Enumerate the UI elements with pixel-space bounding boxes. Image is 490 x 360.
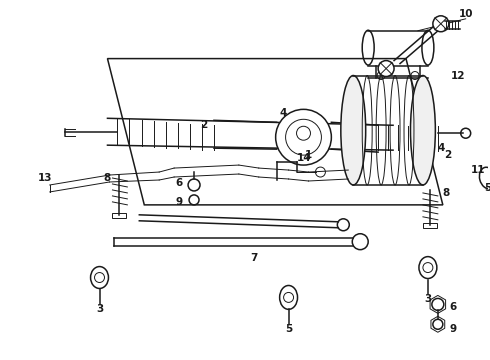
Text: 6: 6 bbox=[175, 178, 183, 188]
Text: 2: 2 bbox=[200, 120, 208, 130]
Text: 9: 9 bbox=[449, 324, 456, 334]
Ellipse shape bbox=[280, 285, 297, 309]
Text: 12: 12 bbox=[450, 71, 465, 81]
Text: 5: 5 bbox=[285, 324, 292, 334]
Text: 6: 6 bbox=[449, 302, 456, 312]
Circle shape bbox=[378, 60, 394, 77]
Ellipse shape bbox=[341, 76, 366, 185]
Text: 2: 2 bbox=[444, 150, 451, 160]
Text: 8: 8 bbox=[442, 188, 449, 198]
Circle shape bbox=[433, 16, 449, 32]
Text: 9: 9 bbox=[175, 197, 183, 207]
Ellipse shape bbox=[419, 257, 437, 279]
Text: 13: 13 bbox=[38, 173, 52, 183]
Text: 5: 5 bbox=[484, 183, 490, 193]
Text: 14: 14 bbox=[297, 153, 312, 163]
Text: 7: 7 bbox=[250, 253, 257, 262]
Text: 1: 1 bbox=[305, 150, 312, 160]
Text: 4: 4 bbox=[437, 143, 444, 153]
Text: 4: 4 bbox=[280, 108, 287, 118]
Text: 11: 11 bbox=[470, 165, 485, 175]
Ellipse shape bbox=[411, 76, 435, 185]
Circle shape bbox=[276, 109, 331, 165]
Text: 3: 3 bbox=[424, 294, 432, 305]
Text: 8: 8 bbox=[104, 173, 111, 183]
Text: 3: 3 bbox=[96, 304, 103, 314]
Ellipse shape bbox=[91, 266, 108, 288]
Ellipse shape bbox=[479, 167, 490, 189]
Text: 10: 10 bbox=[459, 9, 473, 19]
